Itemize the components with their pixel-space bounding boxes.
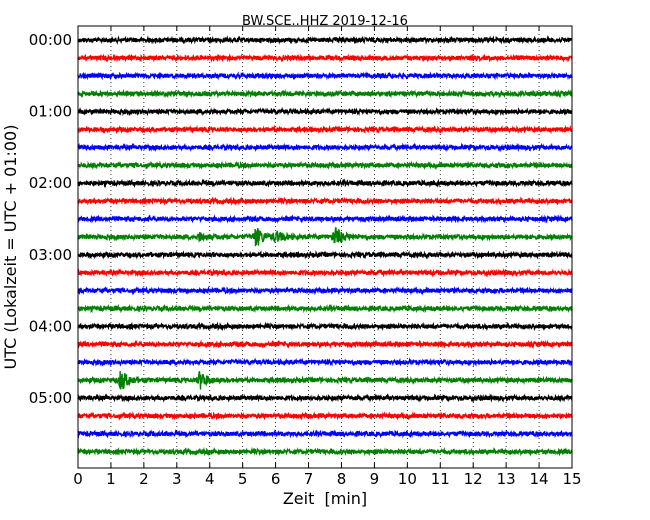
trace-0445	[77, 370, 573, 390]
x-tick-label: 15	[562, 470, 581, 488]
x-tick-label: 14	[530, 470, 549, 488]
x-tick-label: 2	[139, 470, 149, 488]
trace-0515	[77, 411, 573, 421]
x-tick-label: 7	[304, 470, 314, 488]
trace-0415	[77, 339, 573, 350]
trace-0345	[77, 303, 573, 314]
x-tick-label: 8	[337, 470, 347, 488]
trace-0400	[77, 321, 573, 332]
x-tick-label: 11	[431, 470, 450, 488]
trace-0115	[77, 124, 573, 135]
trace-0045	[77, 88, 573, 99]
x-tick-label: 4	[205, 470, 215, 488]
x-tick-label: 1	[106, 470, 116, 488]
y-tick-label: 03:00	[29, 246, 72, 264]
chart-title: BW.SCE..HHZ 2019-12-16	[242, 14, 408, 29]
trace-0015	[77, 53, 573, 63]
trace-0245	[77, 227, 573, 247]
trace-0500	[77, 393, 573, 403]
trace-0100	[77, 106, 573, 117]
plot-frame	[77, 25, 573, 469]
trace-0545	[77, 446, 573, 457]
x-tick-label: 10	[398, 470, 417, 488]
trace-0145	[77, 160, 573, 171]
trace-0230	[77, 214, 573, 224]
x-tick-label: 0	[73, 470, 83, 488]
trace-0030	[77, 70, 573, 81]
trace-0430	[77, 357, 573, 367]
x-axis-ticks: 0 1 2 3 4 5 6 7 8 9 10 11 12 13 14 15	[73, 26, 582, 488]
y-axis-ticks: 00:00 01:00 02:00 03:00 04:00 05:00	[29, 31, 83, 407]
y-tick-label: 05:00	[29, 389, 72, 407]
y-tick-label: 04:00	[29, 317, 72, 335]
trace-0530	[77, 429, 573, 439]
x-tick-label: 12	[464, 470, 483, 488]
trace-0315	[77, 267, 573, 278]
trace-0215	[77, 196, 573, 207]
trace-0200	[77, 178, 573, 189]
trace-0300	[77, 249, 573, 260]
y-tick-label: 00:00	[29, 31, 72, 49]
y-axis-label: UTC (Lokalzeit = UTC + 01:00)	[1, 125, 20, 370]
trace-0000	[77, 35, 573, 45]
x-axis-label: Zeit [min]	[283, 489, 367, 508]
x-tick-label: 3	[172, 470, 182, 488]
y-tick-label: 01:00	[29, 103, 72, 121]
x-tick-label: 13	[497, 470, 516, 488]
x-tick-label: 5	[238, 470, 248, 488]
trace-0330	[77, 285, 573, 296]
seismogram-traces	[77, 35, 573, 457]
x-tick-label: 9	[370, 470, 380, 488]
x-tick-label: 6	[271, 470, 281, 488]
trace-0130	[77, 142, 573, 153]
y-tick-label: 02:00	[29, 174, 72, 192]
